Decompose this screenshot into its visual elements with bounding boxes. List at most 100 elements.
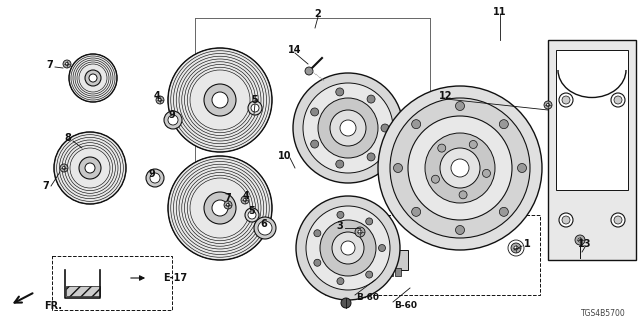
Circle shape bbox=[314, 230, 321, 237]
Text: 12: 12 bbox=[439, 91, 452, 101]
Circle shape bbox=[511, 243, 521, 253]
Circle shape bbox=[483, 169, 490, 177]
Text: E-17: E-17 bbox=[163, 273, 187, 283]
Bar bbox=[66, 286, 100, 296]
Text: 9: 9 bbox=[168, 110, 175, 120]
Circle shape bbox=[212, 200, 228, 216]
Bar bbox=[387, 268, 393, 276]
Circle shape bbox=[245, 208, 259, 222]
Circle shape bbox=[451, 159, 469, 177]
Circle shape bbox=[381, 124, 389, 132]
Circle shape bbox=[227, 204, 230, 207]
Text: 7: 7 bbox=[43, 181, 49, 191]
Text: 8: 8 bbox=[65, 133, 72, 143]
Circle shape bbox=[358, 230, 362, 234]
Circle shape bbox=[330, 110, 366, 146]
Text: 13: 13 bbox=[579, 239, 592, 249]
Circle shape bbox=[241, 196, 249, 204]
Circle shape bbox=[54, 132, 126, 204]
Circle shape bbox=[146, 169, 164, 187]
Text: 10: 10 bbox=[278, 151, 292, 161]
Circle shape bbox=[293, 73, 403, 183]
Circle shape bbox=[159, 99, 161, 101]
Circle shape bbox=[412, 120, 420, 129]
Circle shape bbox=[365, 218, 372, 225]
Circle shape bbox=[65, 62, 68, 66]
Text: 5: 5 bbox=[252, 95, 259, 105]
Circle shape bbox=[212, 92, 228, 108]
Circle shape bbox=[314, 259, 321, 266]
Circle shape bbox=[251, 104, 259, 112]
Circle shape bbox=[544, 101, 552, 109]
Circle shape bbox=[318, 98, 378, 158]
Circle shape bbox=[438, 144, 445, 152]
Circle shape bbox=[562, 96, 570, 104]
Circle shape bbox=[412, 207, 420, 216]
Text: 9: 9 bbox=[148, 169, 156, 179]
Circle shape bbox=[320, 220, 376, 276]
Circle shape bbox=[367, 153, 375, 161]
Text: 14: 14 bbox=[288, 45, 301, 55]
Bar bbox=[379, 268, 385, 276]
Circle shape bbox=[332, 232, 364, 264]
Text: 7: 7 bbox=[225, 193, 232, 203]
Circle shape bbox=[514, 246, 518, 250]
Circle shape bbox=[337, 278, 344, 285]
Circle shape bbox=[365, 271, 372, 278]
Text: 6: 6 bbox=[260, 219, 268, 229]
Text: B-60: B-60 bbox=[394, 301, 417, 310]
Circle shape bbox=[258, 221, 272, 235]
Circle shape bbox=[204, 192, 236, 224]
Circle shape bbox=[562, 216, 570, 224]
Circle shape bbox=[85, 163, 95, 173]
Text: 2: 2 bbox=[315, 9, 321, 19]
Circle shape bbox=[69, 54, 117, 102]
Circle shape bbox=[341, 241, 355, 255]
Circle shape bbox=[456, 101, 465, 110]
Bar bbox=[395, 268, 401, 276]
Circle shape bbox=[394, 164, 403, 172]
Circle shape bbox=[168, 115, 178, 125]
Text: 5: 5 bbox=[248, 206, 255, 216]
Circle shape bbox=[79, 157, 101, 179]
Circle shape bbox=[337, 211, 344, 218]
Circle shape bbox=[575, 235, 585, 245]
Circle shape bbox=[518, 164, 527, 172]
Circle shape bbox=[390, 98, 530, 238]
Circle shape bbox=[248, 101, 262, 115]
Circle shape bbox=[367, 95, 375, 103]
Circle shape bbox=[60, 164, 68, 172]
Circle shape bbox=[306, 206, 390, 290]
Circle shape bbox=[63, 166, 65, 170]
Circle shape bbox=[305, 67, 313, 75]
Circle shape bbox=[341, 298, 351, 308]
Circle shape bbox=[248, 211, 256, 219]
Circle shape bbox=[378, 244, 385, 252]
Circle shape bbox=[408, 116, 512, 220]
Circle shape bbox=[611, 213, 625, 227]
Circle shape bbox=[296, 196, 400, 300]
Circle shape bbox=[204, 84, 236, 116]
Circle shape bbox=[469, 140, 477, 148]
Circle shape bbox=[336, 88, 344, 96]
Bar bbox=[372, 250, 408, 270]
Circle shape bbox=[378, 86, 542, 250]
Circle shape bbox=[168, 156, 272, 260]
Circle shape bbox=[611, 93, 625, 107]
Circle shape bbox=[150, 173, 160, 183]
Circle shape bbox=[168, 48, 272, 152]
Circle shape bbox=[614, 216, 622, 224]
Circle shape bbox=[431, 175, 440, 183]
Circle shape bbox=[254, 217, 276, 239]
Circle shape bbox=[425, 133, 495, 203]
Circle shape bbox=[164, 111, 182, 129]
Text: TGS4B5700: TGS4B5700 bbox=[581, 309, 626, 318]
Bar bbox=[556, 50, 628, 190]
Text: 4: 4 bbox=[243, 191, 250, 201]
Bar bbox=[548, 40, 636, 260]
Circle shape bbox=[559, 213, 573, 227]
Circle shape bbox=[559, 93, 573, 107]
Circle shape bbox=[89, 74, 97, 82]
Circle shape bbox=[614, 96, 622, 104]
Text: FR.: FR. bbox=[44, 301, 62, 311]
